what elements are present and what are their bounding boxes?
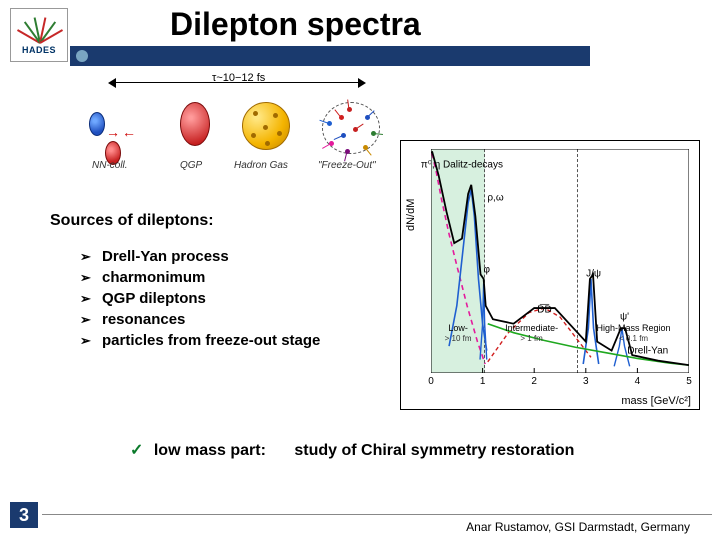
logo-text: HADES bbox=[22, 45, 56, 55]
region-sub: > 10 fm bbox=[431, 334, 485, 343]
hades-logo: HADES bbox=[10, 8, 68, 62]
peak-label: φ bbox=[483, 264, 489, 275]
sources-heading: Sources of dileptons: bbox=[50, 212, 214, 230]
check-icon: ✓ bbox=[130, 442, 143, 459]
x-tick: 5 bbox=[686, 376, 692, 387]
logo-rays bbox=[15, 15, 63, 43]
peak-label: π⁰,η Dalitz-decays bbox=[421, 159, 503, 170]
check-line: ✓ low mass part: study of Chiral symmetr… bbox=[130, 440, 574, 460]
peak-label: J/ψ bbox=[586, 269, 601, 280]
check-label: low mass part: bbox=[154, 442, 266, 459]
region-label: High-Mass Region bbox=[578, 323, 689, 333]
footer-line bbox=[42, 514, 712, 515]
tau-arrow: τ~10−12 fs bbox=[102, 76, 372, 90]
region-label: Intermediate- bbox=[485, 323, 578, 333]
stage-nn-label: NN-coll. bbox=[92, 160, 128, 171]
page-number: 3 bbox=[10, 502, 38, 528]
peak-label: Drell-Yan bbox=[627, 345, 668, 356]
source-item: ➢charmonimum bbox=[80, 269, 320, 286]
x-tick: 4 bbox=[635, 376, 641, 387]
source-item: ➢Drell-Yan process bbox=[80, 248, 320, 265]
source-item: ➢QGP dileptons bbox=[80, 290, 320, 307]
slide-title: Dilepton spectra bbox=[170, 6, 421, 43]
region-sub: < 0.1 fm bbox=[578, 334, 689, 343]
check-study: study of Chiral symmetry restoration bbox=[294, 442, 574, 459]
source-item: ➢particles from freeze-out stage bbox=[80, 332, 320, 349]
x-axis-label: mass [GeV/c²] bbox=[621, 395, 691, 407]
source-item: ➢resonances bbox=[80, 311, 320, 328]
x-tick: 3 bbox=[583, 376, 589, 387]
title-bar bbox=[70, 46, 590, 66]
y-axis-label: dN/dM bbox=[405, 199, 417, 231]
x-tick: 1 bbox=[480, 376, 486, 387]
peak-label: ψ' bbox=[620, 312, 629, 323]
title-bullet bbox=[76, 50, 88, 62]
footer-author: Anar Rustamov, GSI Darmstadt, Germany bbox=[466, 520, 690, 534]
stage-qgp-label: QGP bbox=[180, 160, 202, 171]
region-label: Low- bbox=[431, 323, 485, 333]
plot-area: Low-> 10 fmIntermediate-> 1 fmHigh-Mass … bbox=[431, 149, 689, 373]
stage-freeze bbox=[316, 102, 386, 154]
stage-qgp bbox=[170, 102, 220, 146]
stage-freeze-label: "Freeze-Out" bbox=[318, 160, 376, 171]
collision-diagram: τ~10−12 fs →← NN-coll. QGP Hadron Gas "F… bbox=[92, 76, 392, 181]
region-sub: > 1 fm bbox=[485, 334, 578, 343]
sources-list: ➢Drell-Yan process ➢charmonimum ➢QGP dilep… bbox=[80, 248, 320, 353]
mass-spectrum-chart: dN/dM Low-> 10 fmIntermediate-> 1 fmHigh… bbox=[400, 140, 700, 410]
tau-label: τ~10−12 fs bbox=[212, 72, 265, 84]
x-tick: 2 bbox=[531, 376, 537, 387]
peak-label: ρ,ω bbox=[487, 193, 503, 204]
stage-hadron-label: Hadron Gas bbox=[234, 160, 288, 171]
x-tick: 0 bbox=[428, 376, 434, 387]
peak-label: D͞D bbox=[537, 305, 551, 316]
stage-hadron bbox=[234, 102, 298, 150]
